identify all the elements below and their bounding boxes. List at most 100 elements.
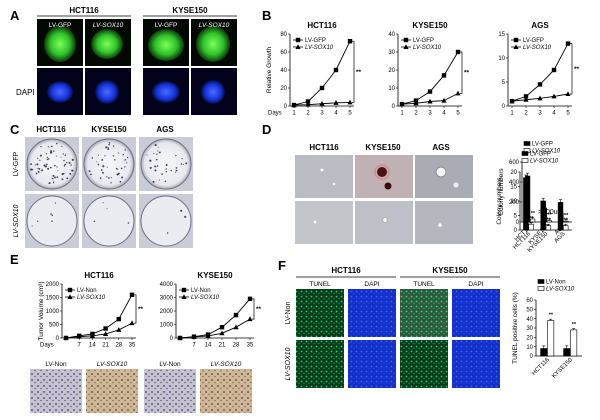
series-2-point bbox=[537, 95, 543, 101]
legend-label: LV-SOX10 bbox=[523, 45, 552, 51]
colony-dot bbox=[66, 177, 69, 180]
y-tick-label: 10 bbox=[510, 199, 517, 205]
f-col-1: TUNEL bbox=[309, 281, 331, 288]
panel-label-b: B bbox=[262, 8, 271, 23]
series-2-point bbox=[247, 316, 253, 322]
x-tick-label: 14 bbox=[205, 343, 212, 349]
d-note: >100uM bbox=[538, 209, 564, 216]
a-col-4: LV-SOX10 bbox=[199, 22, 230, 29]
sig-label: ** bbox=[547, 213, 552, 219]
e-photo-label-1: LV-Non bbox=[45, 361, 67, 368]
y-tick-label: 0 bbox=[392, 104, 396, 110]
x-tick-label: 28 bbox=[233, 343, 240, 349]
colony-dot bbox=[175, 167, 178, 169]
colony-dot bbox=[155, 158, 158, 161]
colony-dot bbox=[71, 169, 74, 172]
x-tick-label: 21 bbox=[219, 343, 226, 349]
y-tick-label: 40 bbox=[526, 317, 533, 323]
colony-dot bbox=[104, 155, 106, 157]
colony-dot bbox=[53, 164, 56, 167]
colony-dot bbox=[90, 173, 92, 176]
sig-bracket bbox=[352, 40, 355, 103]
colony-dot bbox=[108, 177, 110, 179]
series-2-point bbox=[551, 93, 557, 99]
sig-label: ** bbox=[529, 216, 534, 222]
y-tick-label: 5 bbox=[502, 80, 506, 86]
y-axis-label: Colony numbers bbox=[498, 168, 505, 216]
colony-dot bbox=[105, 146, 108, 149]
colony-dot bbox=[181, 158, 183, 160]
colony-dot bbox=[45, 153, 48, 155]
colony-dot bbox=[38, 168, 41, 170]
y-tick-label: 0 bbox=[516, 220, 520, 226]
chart-e-kyse150: 0 1000 2000 3000 4000 7 14 21 28 35 KYSE150 LV-NonL… bbox=[160, 271, 262, 349]
colony-dot bbox=[47, 167, 50, 170]
colony-dot bbox=[53, 150, 55, 152]
colony-dot bbox=[146, 154, 148, 156]
e-photo-label-4: LV-SOX10 bbox=[211, 361, 242, 368]
y-tick-label: 80 bbox=[280, 32, 287, 38]
series-1-point bbox=[537, 82, 543, 87]
sig-label: ** bbox=[546, 218, 551, 224]
colony-dot bbox=[154, 144, 157, 147]
d-col-1: HCT116 bbox=[309, 143, 339, 152]
colony-dot bbox=[118, 152, 120, 154]
colony-dot bbox=[124, 159, 127, 161]
colony-dot bbox=[119, 180, 122, 183]
colony-dot bbox=[165, 170, 167, 173]
colony-dot bbox=[164, 180, 167, 183]
y-tick-label: 600 bbox=[509, 160, 520, 166]
colony-dot bbox=[97, 154, 100, 156]
legend-label: LV-SOX10 bbox=[532, 149, 561, 155]
series-2-point bbox=[399, 101, 405, 107]
y-tick-label: 200 bbox=[509, 200, 520, 206]
chart-title: AGS bbox=[531, 21, 549, 30]
legend-label: LV-SOX10 bbox=[546, 287, 575, 293]
series-1-point bbox=[116, 316, 121, 322]
y-tick-label: 1000 bbox=[46, 309, 60, 315]
legend-label: LV-Non bbox=[191, 288, 211, 294]
colony-dot bbox=[56, 142, 58, 145]
colony-dot bbox=[102, 165, 105, 168]
x-tick-label: 35 bbox=[247, 343, 254, 349]
x-tick-label: 5 bbox=[348, 111, 352, 117]
legend-label: LV-SOX10 bbox=[77, 295, 106, 301]
legend-label: LV-SOX10 bbox=[305, 45, 334, 51]
sig-label: ** bbox=[138, 306, 144, 313]
colony-dot bbox=[108, 142, 111, 144]
y-tick-label: 20 bbox=[280, 86, 287, 92]
sig-label: ** bbox=[549, 313, 554, 319]
c-col-3: AGS bbox=[156, 125, 174, 134]
c-col-2: KYSE150 bbox=[91, 125, 127, 134]
colony-dot bbox=[37, 157, 39, 159]
colony-dot bbox=[165, 168, 167, 170]
sig-bracket bbox=[252, 298, 255, 320]
y-tick-label: 400 bbox=[509, 180, 520, 186]
legend-label: LV-Non bbox=[546, 280, 566, 286]
colony-dot bbox=[46, 156, 48, 158]
colony-dot bbox=[46, 158, 49, 161]
colony-dot bbox=[158, 151, 161, 154]
colony-dot bbox=[51, 220, 53, 222]
colony-dot bbox=[65, 162, 68, 164]
colony-dot bbox=[102, 202, 104, 204]
colony-dot bbox=[127, 222, 130, 224]
x-tick-label: 5 bbox=[566, 111, 570, 117]
series-1-point bbox=[333, 67, 339, 73]
y-tick-label: 20 bbox=[526, 336, 533, 342]
colony-dot bbox=[108, 143, 110, 146]
legend-swatch bbox=[537, 286, 545, 291]
colony-dot bbox=[69, 173, 72, 175]
colony-dot bbox=[126, 156, 129, 159]
legend-label: LV-Non bbox=[77, 288, 97, 294]
x-tick-label: 1 bbox=[510, 111, 514, 117]
x-tick-label: 5 bbox=[456, 111, 460, 117]
colony-dot bbox=[51, 177, 54, 180]
series-2-point bbox=[291, 102, 297, 108]
bar-1 bbox=[557, 202, 564, 231]
colony-dot bbox=[56, 166, 58, 168]
colony-dot bbox=[50, 213, 52, 215]
c-row-2: LV-SOX10 bbox=[13, 204, 20, 237]
colony-dot bbox=[165, 164, 168, 167]
